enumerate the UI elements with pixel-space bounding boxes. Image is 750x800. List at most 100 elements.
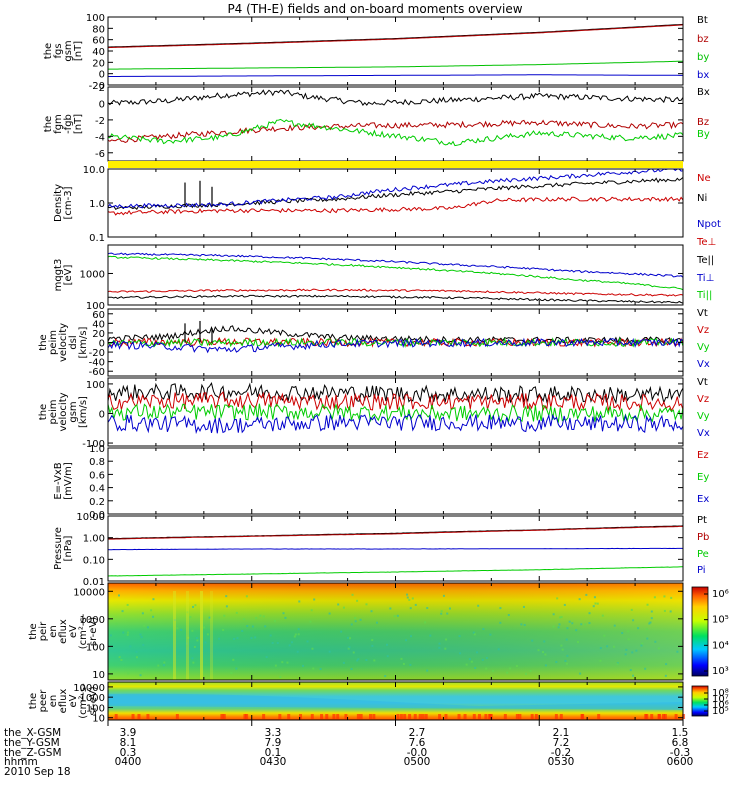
spectrogram-speckle <box>193 645 196 648</box>
footer-value: -0.2 <box>550 747 572 759</box>
spectrogram-speckle <box>661 714 665 719</box>
spectrogram-speckle <box>477 714 481 719</box>
spectrogram-speckle <box>278 714 282 719</box>
legend-label: By <box>697 129 710 140</box>
colorbar-tick-label: 10⁵ <box>712 615 729 626</box>
legend-label: Pt <box>697 515 707 526</box>
spectrogram-speckle <box>141 612 144 615</box>
ylabel-line: fgs <box>53 43 64 58</box>
legend-label: Bz <box>697 117 709 128</box>
series-line <box>107 168 684 209</box>
spectrogram-speckle <box>641 642 644 645</box>
spectrogram-speckle <box>357 658 360 661</box>
date-label: 2010 Sep 18 <box>4 766 71 778</box>
ytick-label: 40 <box>92 319 105 330</box>
spectrogram-speckle <box>629 669 632 672</box>
spectrogram-speckle <box>438 714 442 719</box>
series-line <box>108 60 683 70</box>
spectrogram-speckle <box>537 649 540 652</box>
spectrogram-speckle <box>187 636 190 639</box>
spectrogram-speckle <box>286 661 289 664</box>
panel-frame <box>107 168 684 238</box>
footer-value: 2.7 <box>408 727 426 739</box>
spectrogram-speckle <box>440 612 443 615</box>
colorbar-tick-label: 10⁷ <box>712 694 729 705</box>
spectrogram-speckle <box>650 617 653 620</box>
spectrogram-speckle <box>236 637 239 640</box>
spectrogram-speckle <box>389 607 392 610</box>
ytick-label: -6 <box>95 149 105 160</box>
series-line <box>108 294 684 304</box>
spectrogram-speckle <box>310 609 313 612</box>
series-line <box>107 403 684 424</box>
spectrogram-speckle <box>146 714 150 719</box>
ylabel-line: fgm <box>53 114 64 134</box>
spectrogram-speckle <box>613 624 616 627</box>
spectrogram-speckle <box>481 658 484 661</box>
spectrogram-speckle <box>262 714 266 719</box>
spectrogram-speckle <box>448 607 451 610</box>
spectrogram-speckle <box>135 650 138 653</box>
spectrogram-speckle <box>271 641 274 644</box>
spectrogram-speckle <box>442 594 445 597</box>
spectrogram-speckle <box>418 714 422 719</box>
footer-value: 0.1 <box>264 747 282 759</box>
ytick-label: 10 <box>92 714 105 725</box>
legend-label: Npot <box>697 219 721 230</box>
colorbar-tick-label: 10⁸ <box>712 688 729 699</box>
spectrogram-speckle <box>411 597 414 600</box>
legend-label: Vy <box>697 411 710 422</box>
spectrogram-speckle <box>298 600 301 603</box>
ylabel-line: velocity <box>58 323 69 362</box>
spectrogram-speckle <box>402 662 405 665</box>
ylabel-line: en <box>48 695 59 708</box>
ylabel-line: E=-VxB <box>53 462 64 499</box>
spectrogram-speckle <box>482 628 485 631</box>
footer-value: 1.5 <box>671 727 689 739</box>
spectrogram-speckle <box>273 620 276 623</box>
spectrogram-speckle <box>399 714 403 719</box>
spectrogram-speckle <box>503 714 507 719</box>
spectrogram-speckle <box>225 595 228 598</box>
footer-value: -0.3 <box>669 747 691 759</box>
row-label-hhmm: hhmm <box>4 756 38 768</box>
spectrogram-speckle <box>243 618 246 621</box>
spectrogram-speckle <box>588 622 591 625</box>
ytick-label: 10.0 <box>83 165 105 176</box>
ylabel-line: the <box>28 693 39 709</box>
series-line <box>107 24 684 49</box>
spectrogram-speckle <box>426 607 429 610</box>
chart-title: P4 (TH-E) fields and on-board moments ov… <box>227 2 523 16</box>
spectrogram-speckle <box>650 610 653 613</box>
spectrogram-speckle <box>176 627 179 630</box>
spectrogram-speckle <box>245 714 249 719</box>
legend-label: Vx <box>697 428 710 439</box>
ylabel-line: (cm²-s- <box>78 613 89 649</box>
ytick-label: 2 <box>99 83 105 94</box>
panel-ylabel: the fgs gsm [nT] <box>43 40 84 61</box>
spectrogram-speckle <box>109 634 112 637</box>
spectrogram-speckle <box>372 714 376 719</box>
spectrogram-speckle <box>337 603 340 606</box>
series-line <box>107 391 684 412</box>
spectrogram-speckle <box>293 635 296 638</box>
ylabel-line: peir <box>38 621 49 641</box>
spectrogram-speckle <box>310 714 314 719</box>
spectrogram-speckle <box>191 657 194 660</box>
legend-label: Bt <box>697 15 708 26</box>
spectrogram-speckle <box>599 659 602 662</box>
spectrogram-speckle <box>246 625 249 628</box>
ytick-label: 1.0 <box>89 444 105 455</box>
spectrogram-speckle <box>529 669 532 672</box>
ytick-label: -40 <box>89 358 105 369</box>
spectrogram-speckle <box>578 598 581 601</box>
ytick-label: 0.1 <box>89 233 105 244</box>
spectrogram-speckle <box>287 714 291 719</box>
spectrogram-speckle <box>646 603 649 606</box>
spectrogram-speckle <box>352 651 355 654</box>
spectrogram-speckle <box>649 621 652 624</box>
spectrogram-speckle <box>561 648 564 651</box>
spectrogram-speckle <box>146 626 149 629</box>
